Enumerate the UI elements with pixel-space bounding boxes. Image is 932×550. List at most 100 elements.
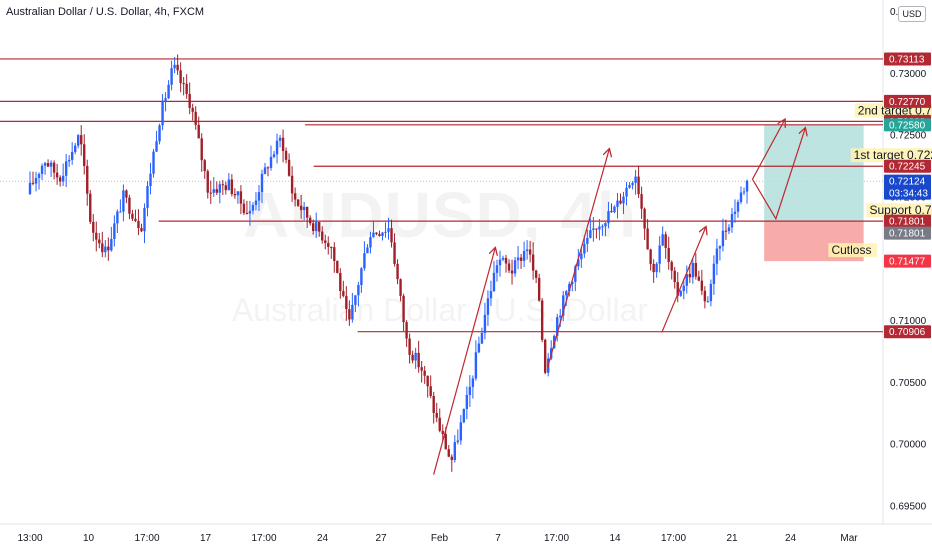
price-tick-label: 0.73000	[890, 69, 927, 80]
candle	[655, 263, 658, 273]
candle	[55, 172, 59, 178]
time-tick-label: 17:00	[134, 533, 159, 544]
price-label-box	[884, 159, 931, 173]
candle	[724, 230, 728, 232]
candle	[417, 352, 420, 368]
candle	[173, 64, 176, 69]
candle	[480, 332, 484, 344]
candle	[384, 231, 387, 233]
candle	[519, 257, 523, 261]
trend-arrow	[547, 150, 609, 368]
candle	[405, 322, 408, 339]
candle	[164, 98, 167, 101]
candle	[366, 247, 369, 254]
candle	[315, 222, 318, 232]
price-label-box	[884, 254, 931, 268]
candle	[101, 243, 104, 253]
candle	[658, 245, 661, 264]
candle	[712, 263, 716, 284]
candle	[360, 268, 363, 286]
annotation-background	[866, 203, 932, 218]
candle	[73, 145, 77, 152]
candle	[495, 265, 499, 273]
candle	[119, 211, 122, 213]
time-tick-label: Mar	[840, 533, 858, 544]
candle	[302, 206, 306, 211]
candle	[203, 160, 206, 172]
candle	[528, 249, 532, 255]
candle	[399, 279, 402, 296]
time-tick-label: 14	[609, 533, 621, 544]
price-label: 0.72770	[889, 97, 926, 108]
candle	[333, 247, 336, 261]
candle	[200, 138, 203, 161]
candle	[489, 291, 493, 299]
candle	[89, 193, 92, 222]
candle	[679, 291, 682, 296]
candle	[221, 184, 225, 186]
candle	[592, 228, 595, 231]
price-label: 0.73113	[889, 54, 925, 65]
candle	[245, 212, 249, 214]
projection-arrow	[751, 129, 805, 221]
candle	[396, 263, 399, 280]
candle	[628, 185, 631, 188]
price-tick-label: 0.70500	[890, 378, 927, 389]
candle	[411, 354, 414, 361]
candle	[242, 203, 246, 213]
candle	[83, 144, 86, 166]
candle	[426, 375, 429, 387]
candle	[447, 449, 450, 457]
candle	[498, 259, 502, 266]
time-tick-label: 24	[785, 533, 797, 544]
candle	[110, 238, 113, 251]
candle	[510, 270, 514, 274]
candle	[37, 173, 41, 178]
candle	[459, 422, 463, 441]
candle	[308, 217, 312, 224]
candle	[155, 141, 158, 152]
candle	[625, 187, 628, 197]
candle	[92, 221, 95, 233]
candle	[610, 211, 613, 213]
candle	[438, 417, 441, 431]
candle	[278, 137, 282, 141]
candle	[188, 93, 191, 108]
projection-arrow	[751, 120, 784, 180]
candle	[631, 182, 634, 186]
candle	[318, 222, 321, 232]
candle	[595, 228, 598, 230]
price-label: 0.71477	[889, 257, 926, 268]
candle	[468, 386, 472, 395]
candle	[351, 304, 354, 320]
price-tick-label: 0.72500	[890, 131, 927, 142]
candle	[248, 210, 252, 214]
candle	[513, 260, 517, 274]
candle	[664, 234, 667, 248]
candle	[543, 339, 547, 373]
candle	[745, 180, 749, 192]
currency-badge[interactable]: USD	[898, 6, 926, 22]
candle	[321, 231, 324, 241]
annotation-background	[828, 243, 878, 258]
candle	[556, 317, 559, 336]
candle	[336, 260, 339, 273]
candle	[327, 242, 330, 247]
candle	[718, 246, 722, 249]
candle	[125, 190, 128, 198]
price-label: 0.71801	[889, 229, 926, 240]
candle	[113, 223, 116, 239]
candle	[703, 290, 707, 302]
candle	[522, 251, 526, 261]
chart-title: Australian Dollar / U.S. Dollar, 4h, FXC…	[6, 6, 205, 18]
time-tick-label: 13:00	[17, 533, 42, 544]
candle	[230, 179, 234, 194]
candle	[715, 248, 719, 264]
candle	[290, 175, 294, 194]
annotation-background	[850, 148, 932, 163]
candle	[296, 199, 300, 206]
candle	[275, 140, 279, 155]
candle	[236, 191, 240, 196]
trend-arrow	[433, 248, 495, 475]
